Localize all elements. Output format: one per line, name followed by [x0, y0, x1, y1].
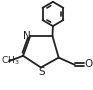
- Text: S: S: [38, 67, 45, 77]
- Text: O: O: [84, 59, 92, 69]
- Text: N: N: [23, 31, 31, 41]
- Text: CH$_3$: CH$_3$: [1, 55, 20, 67]
